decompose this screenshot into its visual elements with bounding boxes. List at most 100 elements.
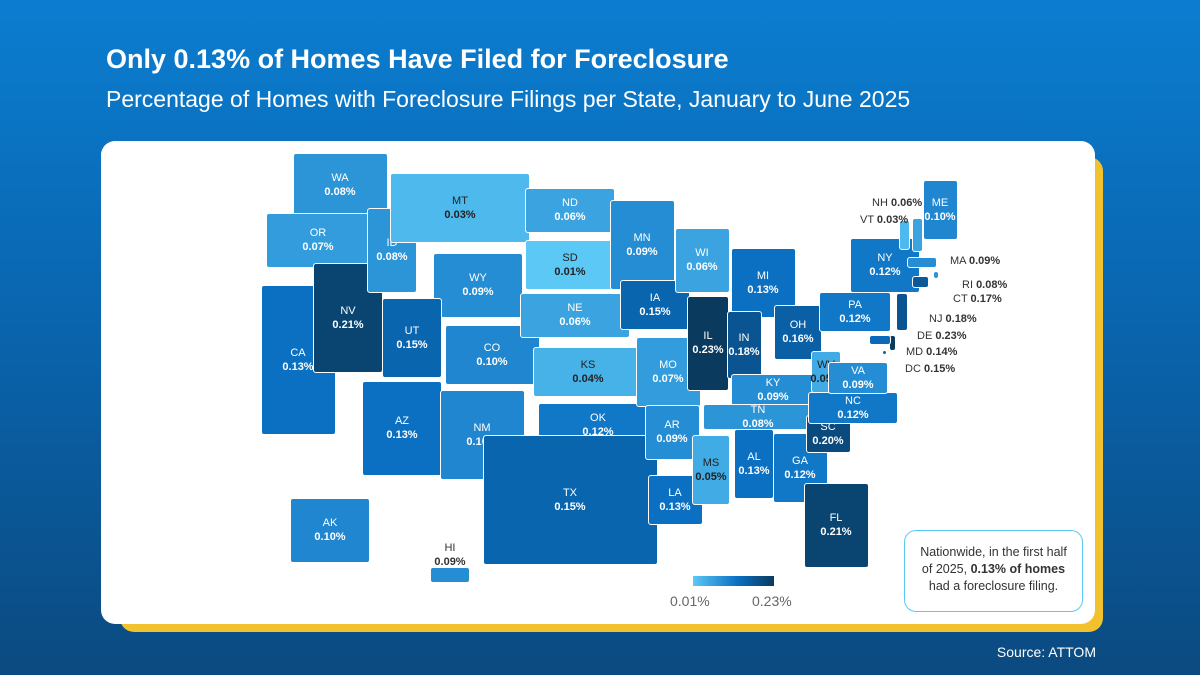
state-value: 0.14% [926, 346, 958, 358]
state-value: 0.04% [572, 373, 604, 385]
state-vt [898, 220, 910, 250]
state-label-nd: ND 0.06% [554, 196, 585, 224]
state-in [726, 311, 762, 379]
state-abbr: DE [917, 330, 933, 342]
state-label-mo: MO 0.07% [652, 358, 683, 386]
state-value: 0.18% [728, 346, 760, 358]
callout-highlight: 0.13% of homes [970, 562, 1066, 576]
state-abbr: AL [747, 451, 761, 463]
state-abbr: KY [765, 377, 781, 389]
state-abbr: IN [738, 332, 750, 344]
state-ar [644, 404, 700, 460]
callout-line: Nationwide, in the first half [920, 545, 1067, 559]
state-mn [609, 200, 675, 290]
state-value: 0.03% [444, 209, 476, 221]
state-abbr: NY [877, 252, 893, 264]
state-abbr: WI [695, 247, 709, 259]
state-abbr: TX [562, 487, 578, 499]
state-value: 0.12% [784, 469, 816, 481]
state-label-mn: MN 0.09% [626, 231, 657, 259]
state-abbr: KS [580, 359, 596, 371]
state-value: 0.07% [302, 241, 334, 253]
state-label-ky: KY 0.09% [757, 376, 788, 404]
state-abbr: RI [962, 279, 973, 291]
state-label-nj: NJ 0.18% [929, 313, 977, 325]
state-abbr: MI [756, 270, 770, 282]
state-value: 0.21% [820, 526, 852, 538]
state-ma [907, 256, 937, 268]
state-label-ca: CA 0.13% [282, 346, 313, 374]
state-label-id: ID 0.08% [376, 236, 407, 264]
state-abbr: AR [664, 419, 680, 431]
state-label-ms: MS 0.05% [695, 456, 726, 484]
state-me [922, 180, 958, 240]
state-label-dc: DC 0.15% [905, 363, 955, 375]
state-label-fl: FL 0.21% [820, 511, 851, 539]
state-nj [896, 293, 908, 331]
state-value: 0.09% [626, 246, 658, 258]
state-label-mi: MI 0.13% [747, 269, 778, 297]
state-ks [533, 347, 643, 397]
state-label-ne: NE 0.06% [559, 301, 590, 329]
callout-line: of 2025, 0.13% of homes [905, 561, 1082, 578]
state-abbr: FL [829, 512, 843, 524]
state-ne [520, 292, 630, 338]
state-abbr: VA [851, 365, 865, 377]
state-abbr: NM [473, 422, 491, 434]
state-abbr: VT [860, 214, 874, 226]
state-ri [933, 271, 939, 279]
state-abbr: ND [562, 197, 578, 209]
state-value: 0.15% [639, 306, 671, 318]
state-abbr: MO [659, 359, 677, 371]
state-label-vt: VT 0.03% [860, 214, 908, 226]
state-label-de: DE 0.23% [917, 330, 967, 342]
state-abbr: LA [668, 487, 682, 499]
state-dc [881, 349, 887, 355]
state-abbr: WY [469, 272, 487, 284]
state-value: 0.12% [839, 313, 871, 325]
state-label-md: MD 0.14% [906, 346, 957, 358]
state-value: 0.03% [876, 214, 909, 226]
state-abbr: OR [309, 227, 327, 239]
state-value: 0.15% [396, 339, 428, 351]
state-abbr: GA [792, 455, 808, 467]
callout-line: had a foreclosure filing. [928, 579, 1059, 593]
state-value: 0.13% [747, 284, 779, 296]
state-value: 0.13% [282, 361, 314, 373]
state-az [362, 380, 442, 476]
state-md [869, 335, 891, 345]
state-abbr: DC [905, 363, 921, 375]
state-value: 0.06% [890, 197, 923, 209]
state-label-ny: NY 0.12% [869, 251, 900, 279]
state-value: 0.09% [968, 255, 1001, 267]
state-abbr: OK [590, 412, 606, 424]
state-sd [525, 240, 615, 290]
page-subtitle: Percentage of Homes with Foreclosure Fil… [106, 86, 911, 112]
state-abbr: SD [562, 252, 578, 264]
state-mt [390, 173, 530, 243]
state-abbr: UT [404, 325, 420, 337]
state-abbr: IL [703, 330, 713, 342]
state-value: 0.21% [332, 319, 364, 331]
state-value: 0.06% [686, 261, 718, 273]
nationwide-callout: Nationwide, in the first half of 2025, 0… [904, 530, 1083, 612]
legend-gradient [693, 576, 774, 586]
state-label-sd: SD 0.01% [554, 251, 585, 279]
callout-text: of 2025, [921, 562, 971, 576]
state-label-wy: WY 0.09% [462, 271, 493, 299]
state-abbr: NJ [929, 313, 943, 325]
state-label-ia: IA 0.15% [639, 291, 670, 319]
state-abbr: AK [322, 517, 338, 529]
state-wy [433, 252, 523, 318]
state-value: 0.16% [782, 333, 814, 345]
state-label-tx: TX 0.15% [554, 486, 585, 514]
state-label-ut: UT 0.15% [396, 324, 427, 352]
state-value: 0.10% [476, 356, 508, 368]
state-value: 0.13% [386, 429, 418, 441]
page-title: Only 0.13% of Homes Have Filed for Forec… [106, 44, 729, 74]
state-abbr: NE [567, 302, 583, 314]
state-label-la: LA 0.13% [659, 486, 690, 514]
state-label-nc: NC 0.12% [837, 394, 868, 422]
state-abbr: NC [845, 395, 861, 407]
state-label-ri: RI 0.08% [962, 279, 1007, 291]
